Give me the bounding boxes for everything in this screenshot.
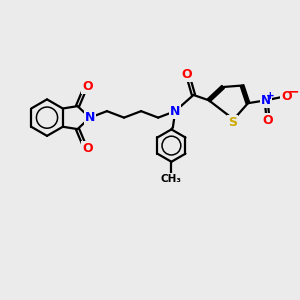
Text: O: O <box>82 80 93 93</box>
Text: O: O <box>182 68 192 81</box>
Text: O: O <box>262 114 273 128</box>
Text: CH₃: CH₃ <box>161 173 182 184</box>
Text: N: N <box>170 105 180 118</box>
Text: −: − <box>287 84 299 98</box>
Text: O: O <box>82 142 93 155</box>
Text: N: N <box>261 94 271 107</box>
Text: S: S <box>228 116 237 129</box>
Text: +: + <box>266 91 274 101</box>
Text: N: N <box>85 111 95 124</box>
Text: O: O <box>281 90 292 103</box>
